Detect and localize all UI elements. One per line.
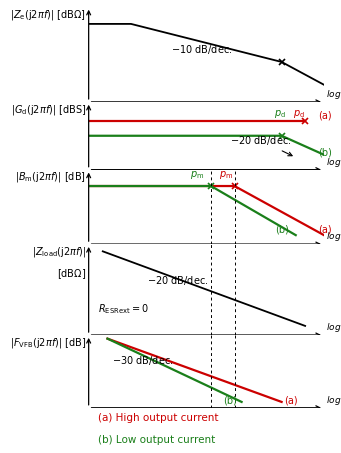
Text: $|G_{\mathrm{d}}(\mathrm{j}2\pi f)|$ [dBS]: $|G_{\mathrm{d}}(\mathrm{j}2\pi f)|$ [dB… xyxy=(11,102,86,116)
Text: (b): (b) xyxy=(223,395,237,405)
Text: log $f$: log $f$ xyxy=(326,88,341,101)
Text: $R_{\mathrm{ESRext}}=0$: $R_{\mathrm{ESRext}}=0$ xyxy=(98,303,149,317)
Text: $|Z_{\mathrm{e}}(\mathrm{j}2\pi f)|$ [dB$\Omega$]: $|Z_{\mathrm{e}}(\mathrm{j}2\pi f)|$ [dB… xyxy=(11,8,86,22)
Text: log $f$: log $f$ xyxy=(326,156,341,169)
Text: $|Z_{\mathrm{load}}(\mathrm{j}2\pi f)|$: $|Z_{\mathrm{load}}(\mathrm{j}2\pi f)|$ xyxy=(32,245,86,259)
Text: log $f$: log $f$ xyxy=(326,230,341,243)
Text: (a): (a) xyxy=(284,395,298,405)
Text: $p_{\mathrm{d}}$: $p_{\mathrm{d}}$ xyxy=(275,108,286,120)
Text: $|F_{\mathrm{VFB}}(\mathrm{j}2\pi f)|$ [dB]: $|F_{\mathrm{VFB}}(\mathrm{j}2\pi f)|$ [… xyxy=(10,336,86,350)
Text: (a) High output current: (a) High output current xyxy=(98,414,219,424)
Text: $p_{\mathrm{d}}$: $p_{\mathrm{d}}$ xyxy=(293,108,305,120)
Text: $-20$ dB/dec.: $-20$ dB/dec. xyxy=(147,274,209,287)
Text: $-10$ dB/dec.: $-10$ dB/dec. xyxy=(171,43,232,56)
Text: (a): (a) xyxy=(318,111,332,120)
Text: $-30$ dB/dec.: $-30$ dB/dec. xyxy=(112,354,174,367)
Text: (b): (b) xyxy=(275,224,288,234)
Text: (b) Low output current: (b) Low output current xyxy=(98,435,215,445)
Text: [dB$\Omega$]: [dB$\Omega$] xyxy=(57,267,86,280)
Text: $|B_{\mathrm{m}}(\mathrm{j}2\pi f)|$ [dB]: $|B_{\mathrm{m}}(\mathrm{j}2\pi f)|$ [dB… xyxy=(15,170,86,184)
Text: $p_{\mathrm{m}}$: $p_{\mathrm{m}}$ xyxy=(190,169,204,181)
Text: $-20$ dB/dec.: $-20$ dB/dec. xyxy=(230,134,292,156)
Text: (a): (a) xyxy=(318,224,332,234)
Text: log $f$: log $f$ xyxy=(326,321,341,334)
Text: log $f$: log $f$ xyxy=(326,394,341,407)
Text: (b): (b) xyxy=(318,148,332,158)
Text: $p_{\mathrm{m}}$: $p_{\mathrm{m}}$ xyxy=(219,169,234,181)
